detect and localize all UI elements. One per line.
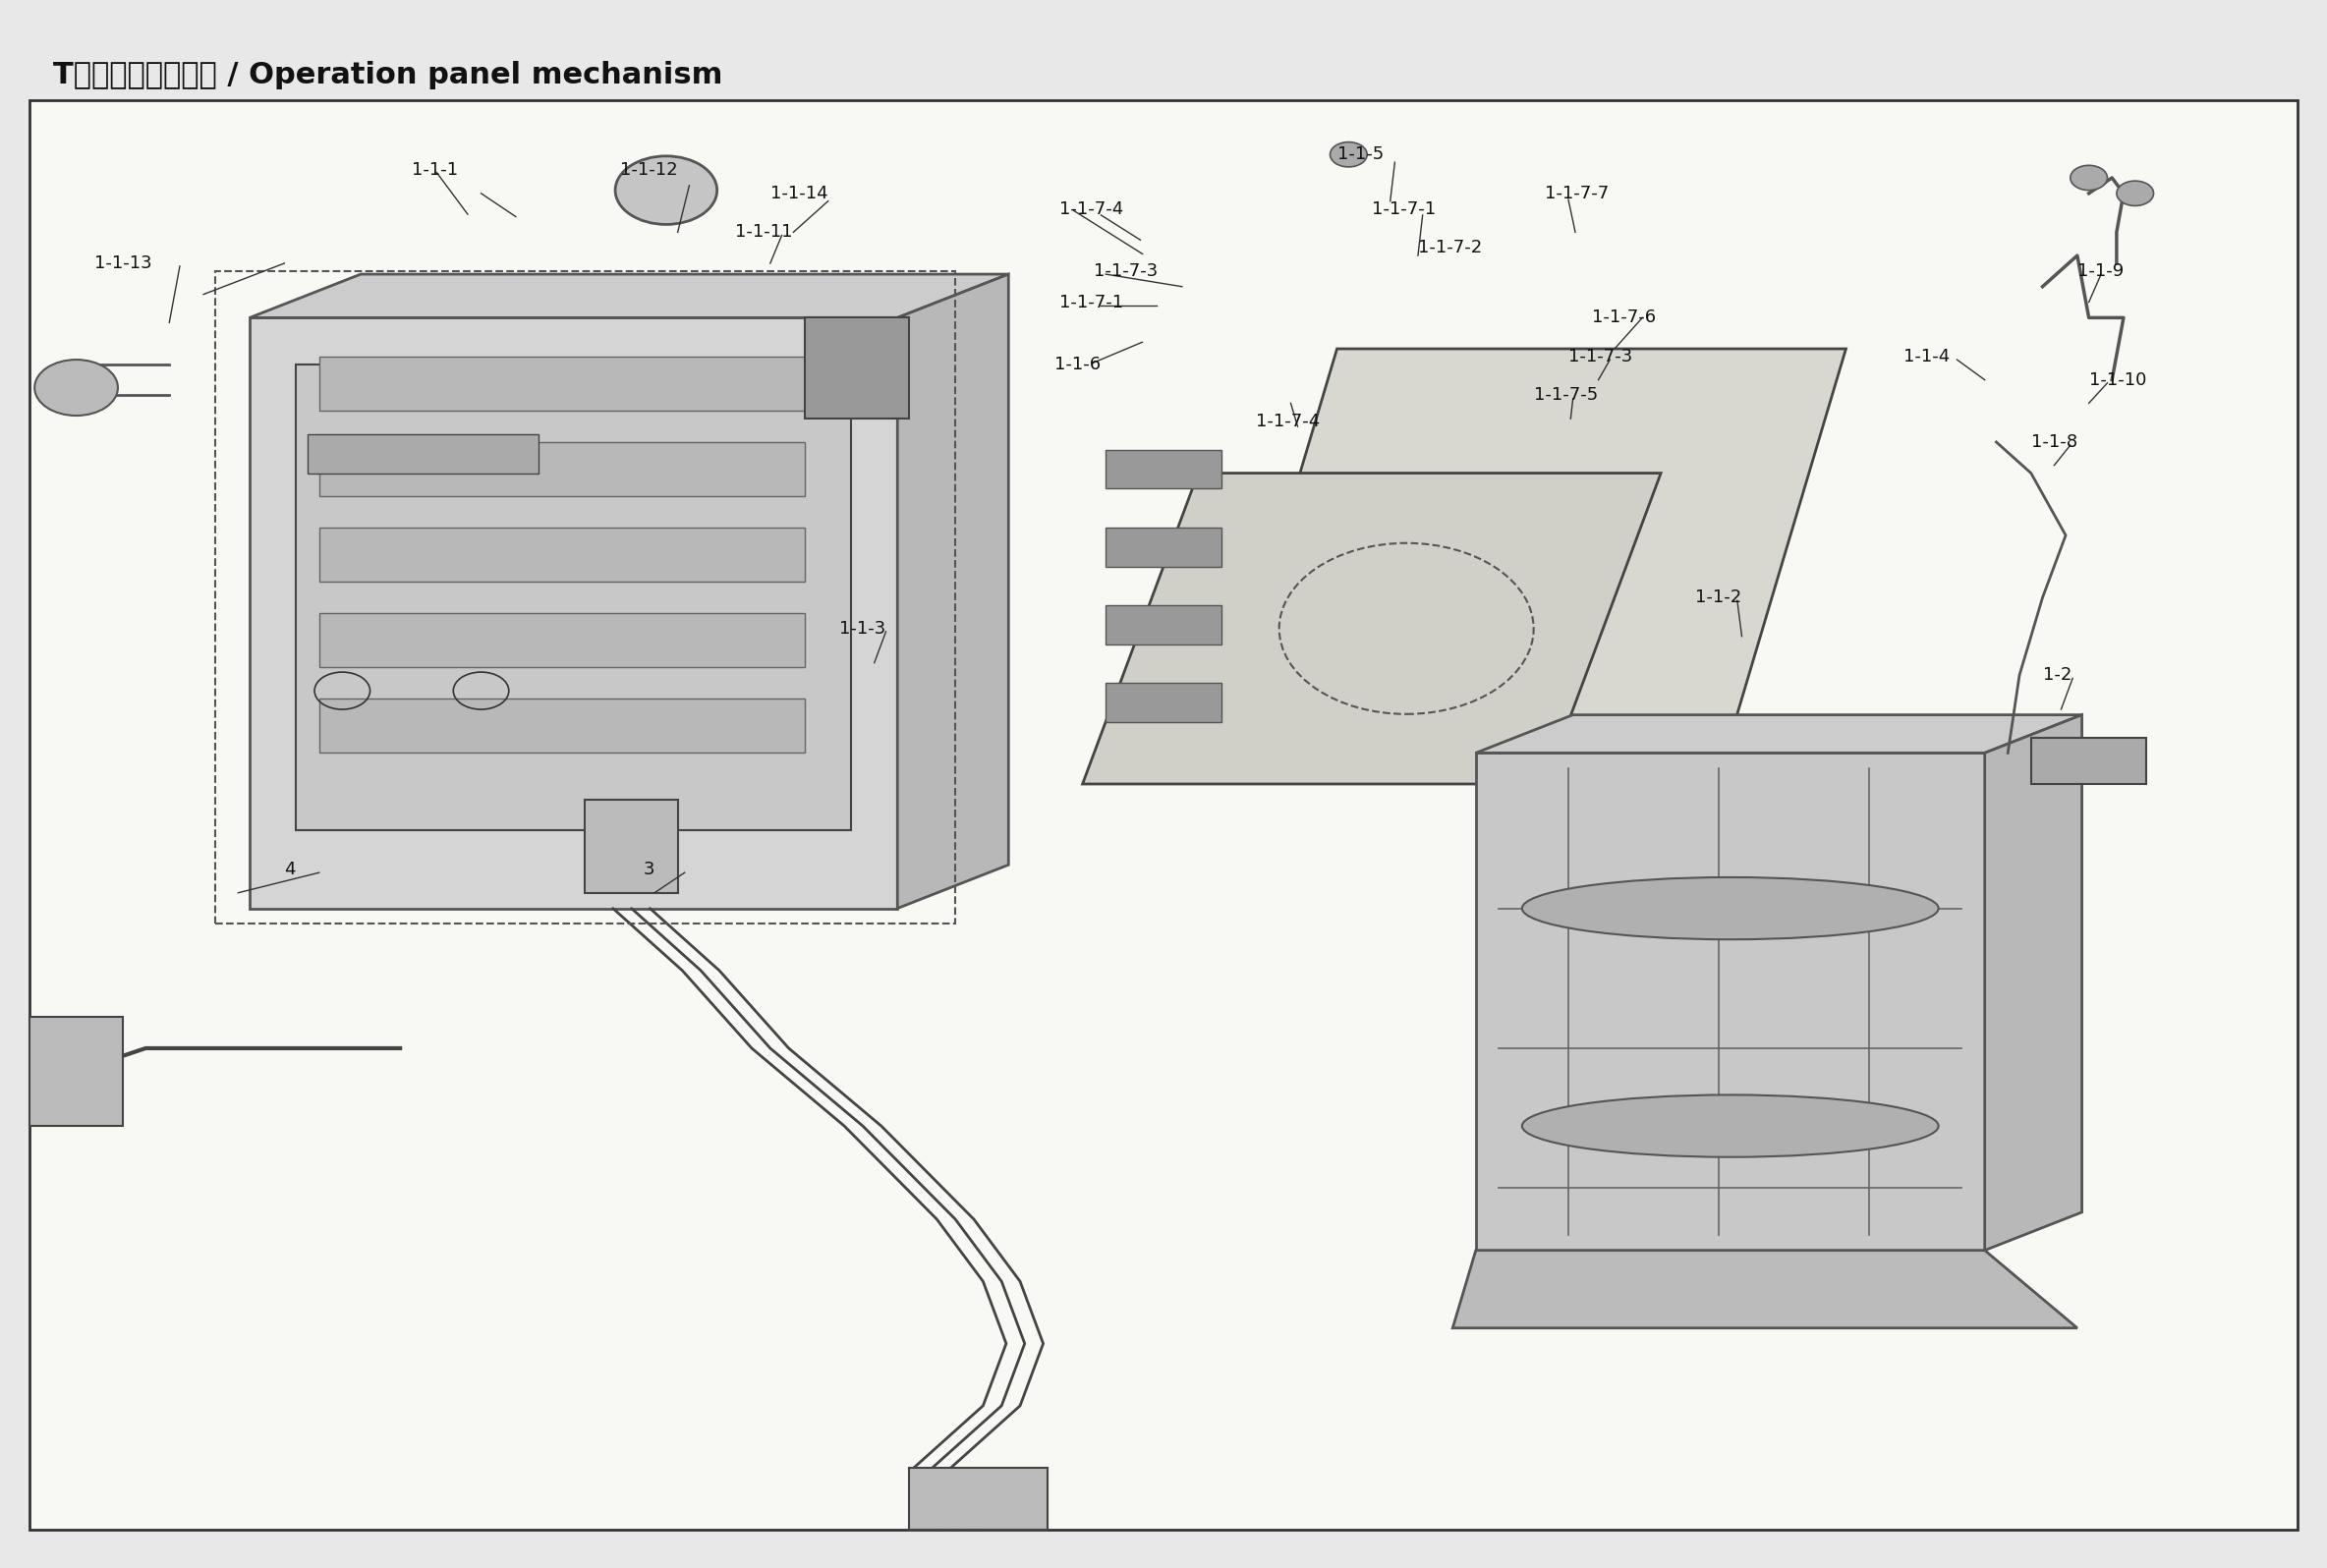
Polygon shape bbox=[1082, 474, 1661, 784]
Text: 1-1-7-1: 1-1-7-1 bbox=[1371, 201, 1436, 218]
Text: 1-1-6: 1-1-6 bbox=[1054, 356, 1101, 373]
Text: 1-1-7-2: 1-1-7-2 bbox=[1417, 238, 1482, 257]
Text: T．操作パネル関係 / Operation panel mechanism: T．操作パネル関係 / Operation panel mechanism bbox=[54, 61, 724, 89]
Polygon shape bbox=[1222, 348, 1845, 737]
Circle shape bbox=[2118, 180, 2152, 205]
Text: 1-1-12: 1-1-12 bbox=[619, 162, 677, 179]
Circle shape bbox=[1331, 143, 1366, 166]
Text: 1-2: 1-2 bbox=[2043, 666, 2071, 684]
Text: 1-1-7-5: 1-1-7-5 bbox=[1533, 387, 1599, 405]
Text: 1-1-7-6: 1-1-7-6 bbox=[1592, 309, 1654, 326]
Text: 1-1-9: 1-1-9 bbox=[2078, 262, 2125, 281]
Text: 1-1-7-1: 1-1-7-1 bbox=[1059, 293, 1124, 310]
Ellipse shape bbox=[1522, 877, 1938, 939]
Text: 1-1-7-7: 1-1-7-7 bbox=[1545, 185, 1610, 202]
Circle shape bbox=[614, 157, 717, 224]
Text: 1-1-7-3: 1-1-7-3 bbox=[1568, 348, 1634, 365]
FancyBboxPatch shape bbox=[319, 698, 805, 753]
FancyBboxPatch shape bbox=[319, 527, 805, 582]
Text: 3: 3 bbox=[642, 861, 654, 878]
FancyBboxPatch shape bbox=[1105, 684, 1222, 721]
Text: 1-1-5: 1-1-5 bbox=[1338, 146, 1385, 163]
Text: 1-1-4: 1-1-4 bbox=[1903, 348, 1950, 365]
Polygon shape bbox=[898, 274, 1008, 908]
FancyBboxPatch shape bbox=[1105, 527, 1222, 566]
Polygon shape bbox=[1475, 715, 2083, 753]
FancyBboxPatch shape bbox=[1105, 605, 1222, 644]
Circle shape bbox=[2071, 165, 2108, 190]
Text: 1-1-2: 1-1-2 bbox=[1696, 588, 1743, 607]
Text: 1-1-8: 1-1-8 bbox=[2031, 433, 2078, 452]
Polygon shape bbox=[249, 318, 898, 908]
FancyBboxPatch shape bbox=[319, 613, 805, 668]
FancyBboxPatch shape bbox=[2031, 737, 2148, 784]
FancyBboxPatch shape bbox=[30, 1018, 123, 1126]
FancyBboxPatch shape bbox=[307, 434, 540, 474]
FancyBboxPatch shape bbox=[584, 800, 677, 892]
Text: 1-1-1: 1-1-1 bbox=[412, 162, 458, 179]
Text: 1-1-7-4: 1-1-7-4 bbox=[1257, 412, 1319, 431]
Text: 1-1-11: 1-1-11 bbox=[735, 223, 794, 241]
Polygon shape bbox=[1452, 1250, 2078, 1328]
Text: 1-1-7-4: 1-1-7-4 bbox=[1059, 201, 1124, 218]
Polygon shape bbox=[1475, 753, 1985, 1250]
FancyBboxPatch shape bbox=[319, 442, 805, 497]
FancyBboxPatch shape bbox=[1105, 450, 1222, 489]
Text: 1-1-3: 1-1-3 bbox=[840, 619, 887, 638]
FancyBboxPatch shape bbox=[319, 356, 805, 411]
Text: 1-1-13: 1-1-13 bbox=[95, 254, 151, 273]
FancyBboxPatch shape bbox=[805, 318, 910, 419]
FancyBboxPatch shape bbox=[296, 364, 852, 831]
Circle shape bbox=[35, 359, 119, 416]
Ellipse shape bbox=[1522, 1094, 1938, 1157]
FancyBboxPatch shape bbox=[910, 1468, 1047, 1530]
Text: 1-1-7-3: 1-1-7-3 bbox=[1094, 262, 1159, 281]
FancyBboxPatch shape bbox=[30, 100, 2297, 1530]
Text: 1-1-10: 1-1-10 bbox=[2090, 372, 2145, 389]
Polygon shape bbox=[1985, 715, 2083, 1250]
Text: 4: 4 bbox=[284, 861, 296, 878]
Polygon shape bbox=[249, 274, 1008, 318]
Text: 1-1-14: 1-1-14 bbox=[770, 185, 828, 202]
